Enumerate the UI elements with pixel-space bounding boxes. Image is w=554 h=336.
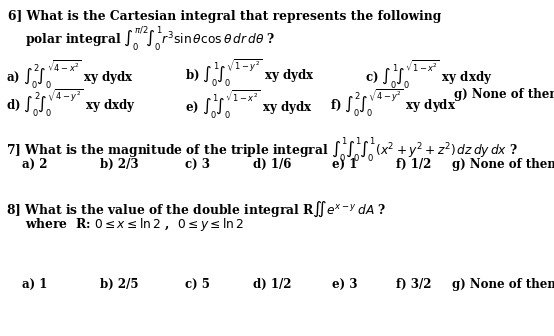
Text: c) 5: c) 5 bbox=[185, 278, 210, 291]
Text: 7] What is the magnitude of the triple integral $\int_0^1\!\int_0^1\!\int_0^1 (x: 7] What is the magnitude of the triple i… bbox=[6, 135, 518, 164]
Text: c) $\int_0^1\!\int_0^{\sqrt{1-x^2}}$ xy dxdy: c) $\int_0^1\!\int_0^{\sqrt{1-x^2}}$ xy … bbox=[365, 58, 493, 91]
Text: polar integral $\int_0^{\pi/2}\!\int_0^1 r^3 \sin\theta \cos\theta\, dr\, d\thet: polar integral $\int_0^{\pi/2}\!\int_0^1… bbox=[25, 24, 275, 53]
Text: d) 1/2: d) 1/2 bbox=[253, 278, 291, 291]
Text: a) 1: a) 1 bbox=[22, 278, 48, 291]
Text: b) 2/3: b) 2/3 bbox=[100, 158, 138, 171]
Text: a) 2: a) 2 bbox=[22, 158, 48, 171]
Text: b) 2/5: b) 2/5 bbox=[100, 278, 138, 291]
Text: f) 1/2: f) 1/2 bbox=[396, 158, 432, 171]
Text: b) $\int_0^1\!\int_0^{\sqrt{1-y^2}}$ xy dydx: b) $\int_0^1\!\int_0^{\sqrt{1-y^2}}$ xy … bbox=[185, 58, 314, 89]
Text: e) 1: e) 1 bbox=[332, 158, 357, 171]
Text: g) None of them: g) None of them bbox=[452, 158, 554, 171]
Text: e) $\int_0^1\!\int_0^{\sqrt{1-x^2}}$ xy dydx: e) $\int_0^1\!\int_0^{\sqrt{1-x^2}}$ xy … bbox=[185, 88, 312, 121]
Text: g) None of them: g) None of them bbox=[452, 278, 554, 291]
Text: 6] What is the Cartesian integral that represents the following: 6] What is the Cartesian integral that r… bbox=[8, 10, 442, 23]
Text: a) $\int_0^2\!\int_0^{\sqrt{4-x^2}}$ xy dydx: a) $\int_0^2\!\int_0^{\sqrt{4-x^2}}$ xy … bbox=[6, 58, 134, 91]
Text: where  R: $0 \leq x \leq \ln 2$ ,  $0 \leq y \leq \ln 2$: where R: $0 \leq x \leq \ln 2$ , $0 \leq… bbox=[25, 216, 244, 233]
Text: d) $\int_0^2\!\int_0^{\sqrt{4-y^2}}$ xy dxdy: d) $\int_0^2\!\int_0^{\sqrt{4-y^2}}$ xy … bbox=[6, 88, 136, 119]
Text: g) None of them: g) None of them bbox=[454, 88, 554, 101]
Text: c) 3: c) 3 bbox=[185, 158, 210, 171]
Text: f) $\int_0^2\!\int_0^{\sqrt{4-y^2}}$ xy dydx: f) $\int_0^2\!\int_0^{\sqrt{4-y^2}}$ xy … bbox=[330, 88, 456, 119]
Text: f) 3/2: f) 3/2 bbox=[396, 278, 432, 291]
Text: d) 1/6: d) 1/6 bbox=[253, 158, 291, 171]
Text: e) 3: e) 3 bbox=[332, 278, 357, 291]
Text: 8] What is the value of the double integral R$\iint e^{x-y}\, dA$ ?: 8] What is the value of the double integ… bbox=[6, 200, 386, 219]
